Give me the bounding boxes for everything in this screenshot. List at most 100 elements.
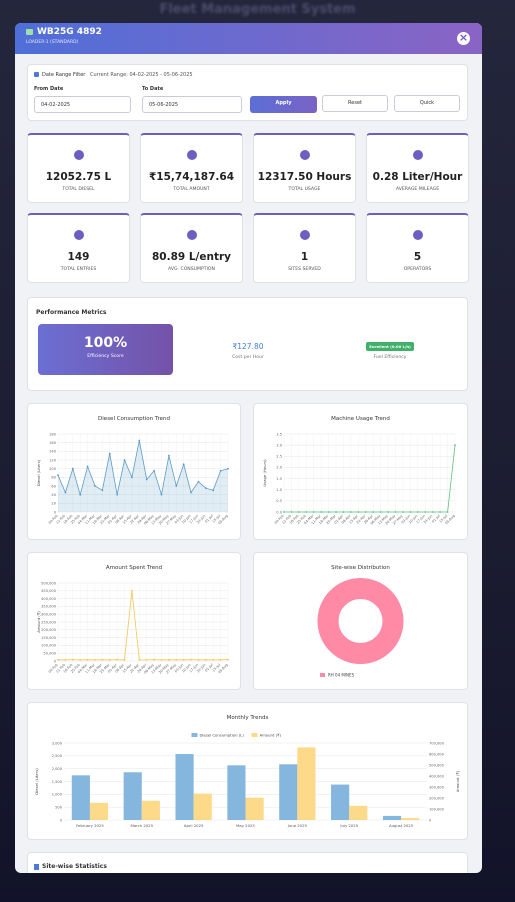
point [394, 511, 397, 513]
point [409, 511, 412, 513]
stat-label: OPERATORS [403, 267, 432, 272]
icon-shape [74, 230, 84, 240]
x-tick-label: 13-May [150, 663, 162, 675]
point [320, 511, 323, 513]
quick-button[interactable]: Quick [394, 95, 460, 112]
x-tick-label: 20-May [158, 514, 170, 526]
stat-value: ₹15,74,187.64 [148, 171, 235, 183]
y-tick-label: 20 [51, 502, 56, 506]
performance-card: Performance Metrics 100% Efficiency Scor… [27, 297, 468, 391]
x-tick-label: 25-Feb [70, 514, 81, 525]
stat-card: ₹15,74,187.64 TOTAL AMOUNT [140, 133, 243, 203]
point [305, 511, 308, 513]
stat-value: 1 [300, 251, 309, 263]
point [402, 511, 404, 513]
point [182, 463, 185, 466]
x-tick-label: April 2025 [184, 823, 204, 828]
y-tick-label: 0 [60, 818, 63, 822]
reset-button[interactable]: Reset [322, 95, 388, 112]
chart-title: Monthly Trends [227, 715, 269, 721]
icon-shape [187, 230, 197, 240]
point [182, 658, 185, 661]
y-tick-label: 300,000 [41, 613, 57, 617]
point [94, 485, 96, 487]
point [108, 452, 111, 455]
x-tick-label: 15-Jul [212, 663, 222, 673]
point [227, 467, 229, 470]
legend-label: Amount (₹) [260, 733, 282, 738]
x-tick-label: 17-Jun [189, 663, 200, 674]
point [227, 658, 229, 661]
filter-title: Date Range Filter [42, 72, 86, 78]
point [116, 493, 119, 496]
y-tick-label: 0 [429, 818, 432, 822]
x-tick-label: 11-Feb [55, 514, 66, 525]
y-tick-label: 180 [49, 432, 57, 436]
x-tick-label: 15-Apr [122, 662, 133, 673]
x-tick-label: 18-Mar [92, 662, 104, 674]
line [57, 590, 229, 661]
x-tick-label: 27-May [392, 514, 404, 526]
from-input[interactable]: 04-02-2025 [34, 96, 131, 113]
cost-value: ₹127.80 [232, 342, 264, 351]
point [335, 511, 337, 513]
line [284, 445, 456, 513]
stat-icon [300, 150, 310, 160]
point [197, 480, 200, 483]
chart: Diesel Consumption Trend Diesel (Liters) 0… [36, 416, 229, 526]
icon-shape [187, 150, 197, 160]
stat-label: AVERAGE MILEAGE [395, 187, 440, 192]
point [160, 659, 163, 661]
legend-label: Diesel Consumption (L) [200, 733, 245, 738]
point [327, 511, 330, 513]
to-input[interactable]: 05-06-2025 [142, 96, 242, 113]
x-tick-label: 27-May [165, 663, 177, 675]
chart-title: Amount Spent Trend [106, 565, 162, 571]
chart: Site-wise Distribution RH 04 MINES [317, 565, 404, 678]
y-tick-label: 100,000 [429, 807, 445, 811]
bar [175, 754, 194, 820]
icon-shape [413, 150, 423, 160]
x-tick-label: 04-Mar [77, 662, 89, 674]
point [57, 658, 59, 661]
bar [89, 802, 109, 820]
x-tick-label: 20-May [385, 514, 397, 526]
point [86, 658, 89, 661]
point [175, 659, 178, 661]
point [212, 489, 215, 492]
stat-icon [413, 230, 423, 240]
x-tick-label: 29-Apr [363, 513, 374, 524]
y-tick-label: 3.0 [276, 443, 282, 447]
apply-button[interactable]: Apply [250, 96, 317, 113]
x-tick-label: 01-Apr [107, 662, 118, 673]
y-axis-label: Diesel (Liters) [34, 768, 39, 795]
x-tick-label: 10-Jun [408, 514, 419, 525]
y-tick-label: 400,000 [429, 774, 445, 778]
x-tick-label: 25-Mar [99, 662, 111, 674]
x-tick-label: 18-Mar [92, 513, 104, 525]
point [79, 659, 82, 661]
point [64, 491, 67, 494]
bar [349, 805, 368, 820]
y-tick-label: 80 [51, 476, 56, 480]
x-tick-label: 03-Jun [174, 663, 185, 674]
point [64, 659, 67, 661]
y-tick-label: 700,000 [429, 741, 445, 745]
point [123, 459, 126, 461]
x-tick-label: 20-May [158, 663, 170, 675]
from-label: From Date [34, 86, 64, 92]
y-tick-label: 160 [49, 441, 57, 445]
x-tick-label: 06-May [143, 663, 155, 675]
x-tick-label: 18-Feb [62, 514, 73, 525]
x-tick-label: 10-Jun [181, 514, 192, 525]
y-tick-label: 600,000 [429, 752, 445, 756]
x-tick-label: 22-Apr [129, 662, 140, 673]
x-tick-label: 06-May [143, 514, 155, 526]
point [145, 478, 148, 481]
y-tick-label: 40 [51, 493, 56, 497]
x-tick-label: 24-Jun [423, 514, 434, 525]
y-tick-label: 3,000 [52, 741, 63, 745]
close-button[interactable]: × [457, 31, 470, 45]
chart: Monthly Trends Diesel Consumption (L) Amou… [34, 715, 460, 828]
